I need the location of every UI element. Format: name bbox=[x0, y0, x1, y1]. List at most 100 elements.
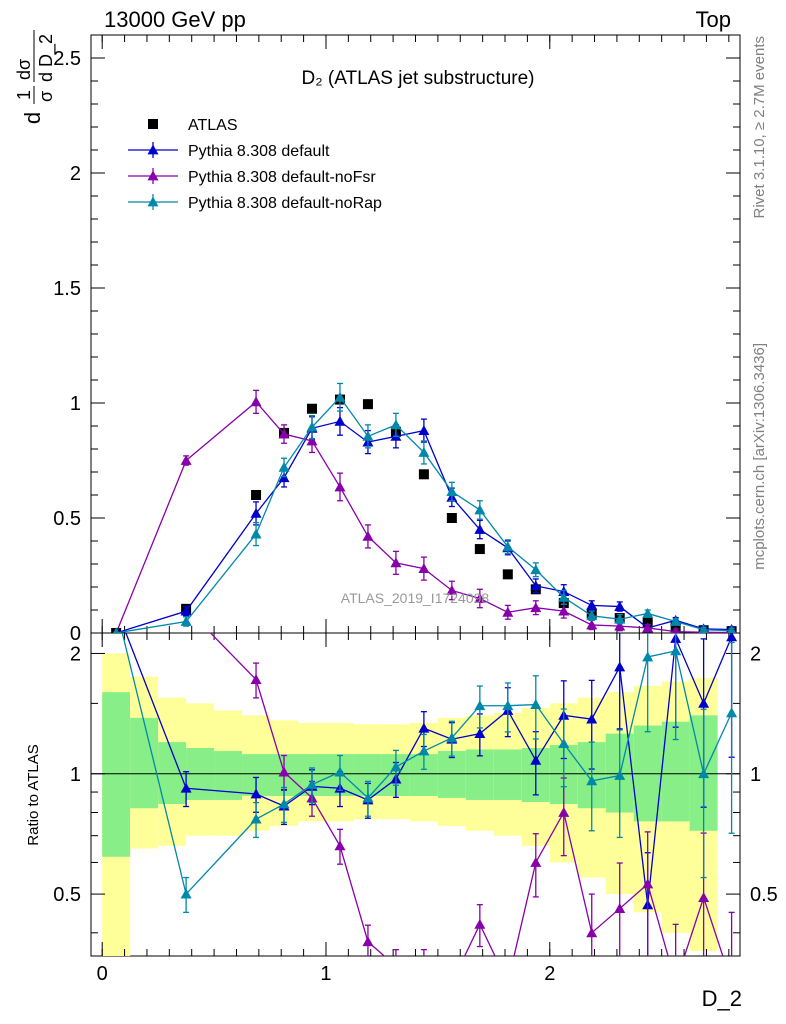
series-marker bbox=[474, 524, 486, 534]
ratio-series-marker bbox=[670, 977, 681, 987]
series-marker bbox=[586, 619, 598, 630]
legend-marker bbox=[147, 170, 159, 181]
main-plot-series bbox=[111, 382, 737, 633]
ratio-series-marker bbox=[362, 792, 374, 803]
atlas-data-point bbox=[446, 513, 457, 523]
series-marker bbox=[334, 391, 346, 402]
x-tick-label: 0 bbox=[97, 963, 108, 985]
ratio-series-marker bbox=[418, 722, 430, 733]
rivet-version-label: Rivet 3.1.10, ≥ 2.7M events bbox=[751, 36, 768, 219]
atlas-data-point bbox=[306, 403, 317, 414]
series-marker bbox=[306, 435, 318, 446]
series-marker bbox=[530, 580, 542, 591]
ratio-uncertainty-bands bbox=[102, 653, 718, 956]
y-tick-label: 2.5 bbox=[53, 48, 81, 70]
inner-band-segment bbox=[437, 751, 466, 798]
series-marker bbox=[671, 626, 680, 633]
y-tick-label: 1 bbox=[70, 393, 81, 415]
ratio-series-marker bbox=[502, 977, 513, 987]
legend-label: Pythia 8.308 default bbox=[188, 143, 330, 160]
series-marker bbox=[250, 396, 262, 407]
series-marker bbox=[250, 528, 262, 539]
series-marker bbox=[390, 557, 402, 568]
series-marker bbox=[306, 421, 318, 432]
ratio-series-marker bbox=[250, 813, 262, 824]
ratio-series-marker bbox=[180, 782, 192, 793]
x-axis-label: D_2 bbox=[702, 986, 742, 1011]
svg-text:dσ: dσ bbox=[14, 59, 34, 80]
ratio-y-tick-label: 0.5 bbox=[750, 884, 778, 906]
legend-label: ATLAS bbox=[188, 117, 238, 134]
ratio-series-marker bbox=[278, 798, 290, 809]
ratio-y-tick-label: 1 bbox=[70, 764, 81, 786]
ratio-series-marker bbox=[446, 977, 457, 987]
ratio-series-marker bbox=[111, 602, 122, 612]
series-marker bbox=[530, 602, 542, 613]
ratio-series-marker bbox=[474, 918, 486, 929]
series-marker bbox=[180, 455, 192, 465]
ratio-series-marker bbox=[642, 651, 654, 662]
ratio-series-marker bbox=[670, 645, 682, 656]
analysis-watermark: ATLAS_2019_I1724098 bbox=[341, 590, 490, 606]
header-left-label: 13000 GeV pp bbox=[104, 7, 246, 32]
atlas-data-point bbox=[362, 399, 373, 410]
svg-text:d: d bbox=[20, 112, 45, 124]
series-marker bbox=[250, 507, 262, 518]
series-marker bbox=[278, 428, 290, 439]
ratio-series-marker bbox=[530, 856, 542, 867]
series-marker bbox=[334, 415, 346, 426]
ratio-series-marker bbox=[726, 707, 738, 718]
ratio-plot-series bbox=[111, 602, 738, 987]
ratio-y-tick-label: 0.5 bbox=[53, 884, 81, 906]
ratio-series-marker bbox=[180, 888, 192, 899]
ratio-series-marker bbox=[698, 892, 710, 902]
legend-label: Pythia 8.308 default-noFsr bbox=[188, 169, 376, 186]
ratio-series-marker bbox=[558, 738, 570, 748]
series-marker bbox=[698, 624, 709, 633]
y-axis-label-ratio: Ratio to ATLAS bbox=[25, 744, 42, 845]
ratio-series-marker bbox=[586, 775, 598, 786]
atlas-data-point bbox=[474, 544, 485, 555]
series-line bbox=[116, 396, 732, 633]
atlas-data-point bbox=[502, 569, 513, 580]
legend-marker bbox=[147, 196, 159, 207]
series-marker bbox=[502, 541, 514, 552]
series-marker bbox=[418, 425, 430, 435]
ratio-series-1 bbox=[111, 602, 735, 987]
series-marker bbox=[642, 622, 654, 633]
ratio-series-marker bbox=[614, 770, 626, 780]
ratio-y-tick-label: 2 bbox=[750, 643, 761, 665]
axis-ticks: 0 1 200.511.522.50.5 0.51 12 2 bbox=[53, 35, 778, 985]
ratio-y-tick-label: 1 bbox=[750, 764, 761, 786]
series-3 bbox=[113, 382, 736, 633]
ratio-series-marker bbox=[586, 713, 598, 724]
atlas-data-point bbox=[251, 490, 262, 500]
header-right-label: Top bbox=[696, 7, 731, 32]
inner-band-segment bbox=[493, 749, 522, 800]
ratio-series-marker bbox=[250, 674, 262, 685]
plot-title: D₂ (ATLAS jet substructure) bbox=[302, 68, 535, 89]
x-tick-label: 2 bbox=[544, 963, 555, 985]
ratio-series-marker bbox=[642, 878, 654, 889]
ratio-series-marker bbox=[614, 903, 626, 913]
series-marker bbox=[418, 563, 430, 573]
ratio-series-marker bbox=[698, 697, 710, 708]
ratio-series-marker bbox=[530, 754, 542, 765]
series-marker bbox=[180, 616, 192, 626]
series-marker bbox=[418, 446, 430, 457]
ratio-series-marker bbox=[111, 602, 122, 612]
series-marker bbox=[278, 461, 290, 472]
series-marker bbox=[586, 599, 598, 610]
ratio-series-marker bbox=[586, 927, 598, 938]
ratio-series-line bbox=[125, 633, 733, 905]
ratio-series-marker bbox=[362, 936, 374, 947]
series-line bbox=[115, 420, 732, 633]
ratio-series-marker bbox=[334, 840, 346, 851]
ratio-series-marker bbox=[418, 745, 430, 756]
inner-band-segment bbox=[102, 692, 131, 857]
inner-band-segment bbox=[465, 749, 494, 800]
legend: ATLAS Pythia 8.308 default Pythia 8.308 de… bbox=[128, 117, 382, 212]
ratio-y-tick-label: 2 bbox=[70, 643, 81, 665]
ratio-series-marker bbox=[390, 961, 401, 971]
